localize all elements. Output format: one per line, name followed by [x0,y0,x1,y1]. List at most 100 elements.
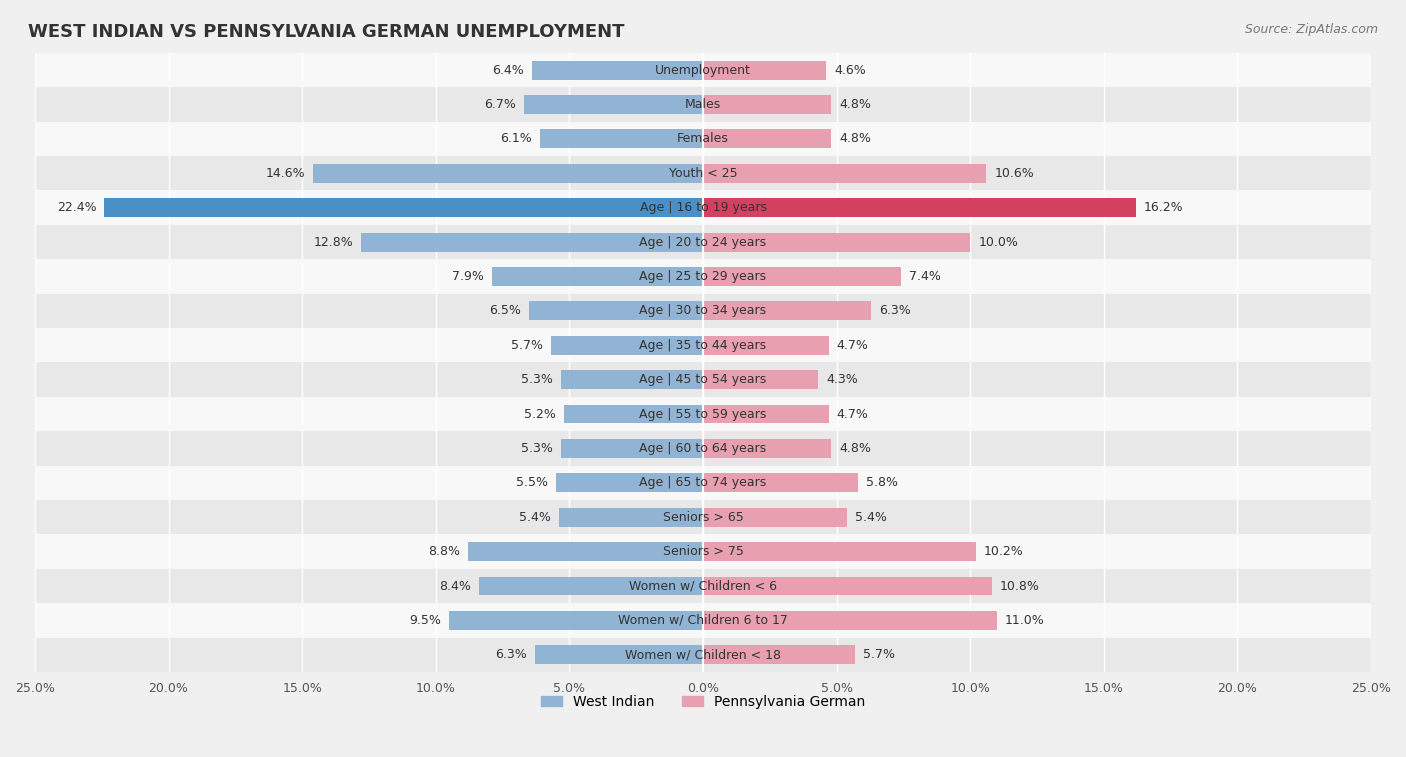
Bar [555,473,703,492]
Bar [35,431,1371,466]
Bar [703,164,986,182]
Bar [35,156,1371,191]
Text: Age | 55 to 59 years: Age | 55 to 59 years [640,407,766,421]
Bar [564,404,703,423]
Bar [703,646,855,665]
Text: Women w/ Children 6 to 17: Women w/ Children 6 to 17 [619,614,787,627]
Text: Age | 16 to 19 years: Age | 16 to 19 years [640,201,766,214]
Bar [35,466,1371,500]
Text: 12.8%: 12.8% [314,235,353,248]
Text: 4.7%: 4.7% [837,338,869,352]
Bar [35,191,1371,225]
Text: Youth < 25: Youth < 25 [669,167,737,179]
Text: Source: ZipAtlas.com: Source: ZipAtlas.com [1244,23,1378,36]
Text: Age | 25 to 29 years: Age | 25 to 29 years [640,270,766,283]
Bar [703,267,901,286]
Bar [529,301,703,320]
Text: Age | 60 to 64 years: Age | 60 to 64 years [640,442,766,455]
Bar [703,404,828,423]
Bar [703,336,828,355]
Bar [478,577,703,596]
Bar [35,569,1371,603]
Text: Age | 45 to 54 years: Age | 45 to 54 years [640,373,766,386]
Text: 5.7%: 5.7% [863,648,896,662]
Text: 4.6%: 4.6% [834,64,866,76]
Bar [35,87,1371,122]
Text: 4.8%: 4.8% [839,132,872,145]
Text: 4.3%: 4.3% [825,373,858,386]
Text: Seniors > 75: Seniors > 75 [662,545,744,558]
Bar [703,95,831,114]
Text: 22.4%: 22.4% [56,201,97,214]
Bar [35,53,1371,87]
Bar [540,129,703,148]
Bar [561,439,703,458]
Bar [361,232,703,251]
Bar [35,259,1371,294]
Text: 10.0%: 10.0% [979,235,1018,248]
Bar [703,198,1136,217]
Text: 6.1%: 6.1% [501,132,531,145]
Bar [492,267,703,286]
Text: 5.4%: 5.4% [519,511,551,524]
Bar [35,122,1371,156]
Bar [531,61,703,79]
Text: Males: Males [685,98,721,111]
Text: 5.2%: 5.2% [524,407,555,421]
Bar [524,95,703,114]
Text: 6.4%: 6.4% [492,64,524,76]
Bar [703,198,1136,217]
Bar [35,500,1371,534]
Text: 8.4%: 8.4% [439,580,471,593]
Text: 5.8%: 5.8% [866,476,898,489]
Bar [534,646,703,665]
Text: 14.6%: 14.6% [266,167,305,179]
Bar [703,301,872,320]
Text: WEST INDIAN VS PENNSYLVANIA GERMAN UNEMPLOYMENT: WEST INDIAN VS PENNSYLVANIA GERMAN UNEMP… [28,23,624,41]
Bar [561,370,703,389]
Text: 4.7%: 4.7% [837,407,869,421]
Text: 5.5%: 5.5% [516,476,548,489]
Bar [551,336,703,355]
Text: 5.3%: 5.3% [522,442,554,455]
Text: Unemployment: Unemployment [655,64,751,76]
Bar [703,129,831,148]
Text: 10.8%: 10.8% [1000,580,1039,593]
Text: 6.5%: 6.5% [489,304,522,317]
Text: Women w/ Children < 6: Women w/ Children < 6 [628,580,778,593]
Text: 4.8%: 4.8% [839,442,872,455]
Bar [35,294,1371,328]
Bar [35,225,1371,259]
Text: 6.3%: 6.3% [879,304,911,317]
Bar [35,328,1371,363]
Bar [703,577,991,596]
Text: 10.6%: 10.6% [994,167,1033,179]
Text: 6.3%: 6.3% [495,648,527,662]
Text: Age | 20 to 24 years: Age | 20 to 24 years [640,235,766,248]
Text: 5.3%: 5.3% [522,373,554,386]
Text: 10.2%: 10.2% [984,545,1024,558]
Text: 5.4%: 5.4% [855,511,887,524]
Text: 4.8%: 4.8% [839,98,872,111]
Bar [314,164,703,182]
Text: 7.9%: 7.9% [451,270,484,283]
Bar [35,363,1371,397]
Text: 8.8%: 8.8% [427,545,460,558]
Bar [558,508,703,527]
Text: Age | 35 to 44 years: Age | 35 to 44 years [640,338,766,352]
Bar [703,508,848,527]
Bar [104,198,703,217]
Text: 16.2%: 16.2% [1144,201,1184,214]
Bar [703,473,858,492]
Text: Women w/ Children < 18: Women w/ Children < 18 [626,648,780,662]
Bar [703,232,970,251]
Bar [104,198,703,217]
Bar [703,61,825,79]
Text: 7.4%: 7.4% [908,270,941,283]
Bar [703,439,831,458]
Text: Age | 65 to 74 years: Age | 65 to 74 years [640,476,766,489]
Bar [703,370,818,389]
Text: 6.7%: 6.7% [484,98,516,111]
Bar [703,611,997,630]
Text: Seniors > 65: Seniors > 65 [662,511,744,524]
